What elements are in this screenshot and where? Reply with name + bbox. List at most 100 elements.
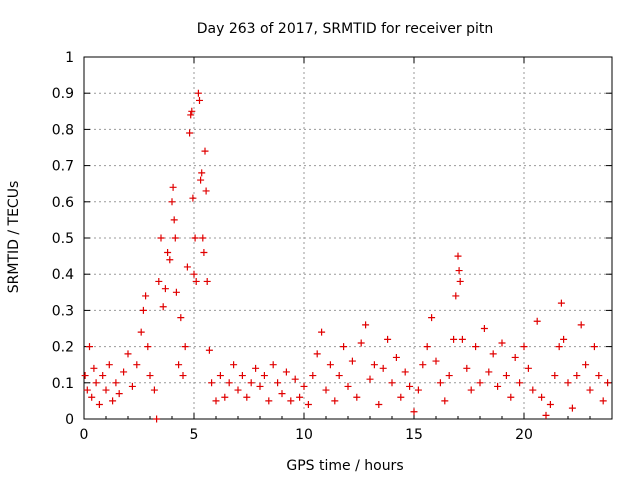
data-point — [128, 382, 136, 390]
data-point — [112, 379, 120, 387]
data-point — [366, 375, 374, 383]
data-point — [161, 285, 169, 293]
data-point — [194, 89, 202, 97]
data-point — [157, 234, 165, 242]
data-point — [410, 408, 418, 416]
data-point — [187, 111, 195, 119]
data-point — [388, 379, 396, 387]
data-point — [331, 397, 339, 405]
data-point — [115, 390, 123, 398]
data-point — [414, 386, 422, 394]
data-point — [472, 343, 480, 351]
data-point — [175, 361, 183, 369]
data-point — [166, 256, 174, 264]
data-point — [196, 96, 203, 104]
data-point — [86, 343, 93, 351]
data-point — [401, 368, 409, 376]
data-point — [604, 379, 612, 387]
data-point — [573, 372, 581, 380]
data-point — [202, 187, 210, 195]
data-point — [83, 386, 91, 394]
y-tick-label: 0.2 — [52, 340, 74, 356]
data-point — [287, 397, 295, 405]
data-point — [139, 306, 147, 314]
y-tick-label: 0.3 — [52, 303, 74, 319]
data-point — [498, 339, 506, 347]
data-point — [203, 277, 211, 285]
data-point — [441, 397, 449, 405]
y-tick-label: 0.7 — [52, 159, 74, 175]
data-point — [533, 317, 541, 325]
data-point — [340, 343, 348, 351]
data-point — [230, 361, 238, 369]
data-point — [450, 335, 458, 343]
data-point — [199, 234, 207, 242]
data-point — [555, 343, 563, 351]
data-point — [164, 248, 172, 256]
data-point — [256, 382, 264, 390]
data-point — [212, 397, 220, 405]
data-point — [309, 372, 317, 380]
data-point — [192, 277, 200, 285]
data-point — [225, 379, 233, 387]
data-point — [296, 393, 304, 401]
data-point — [252, 364, 260, 372]
data-point — [595, 372, 603, 380]
data-point — [186, 129, 194, 137]
y-tick-label: 0.4 — [52, 267, 74, 283]
data-point — [397, 393, 405, 401]
data-point — [428, 314, 436, 322]
data-point — [197, 176, 205, 184]
data-point — [221, 393, 229, 401]
y-tick-label: 0.1 — [52, 376, 74, 392]
data-point — [190, 270, 198, 278]
data-point — [81, 372, 89, 380]
x-tick-label: 10 — [295, 427, 313, 443]
data-point — [524, 364, 532, 372]
data-point — [538, 393, 546, 401]
data-point — [142, 292, 150, 300]
data-point — [423, 343, 431, 351]
data-point — [590, 343, 598, 351]
data-point — [375, 401, 383, 409]
data-point — [511, 353, 519, 361]
data-point — [300, 382, 308, 390]
x-tick-label: 5 — [190, 427, 199, 443]
data-point — [485, 368, 493, 376]
data-point — [274, 379, 282, 387]
data-point — [432, 357, 440, 365]
data-point — [188, 107, 196, 115]
data-point — [137, 328, 145, 336]
data-point — [436, 379, 444, 387]
data-point — [133, 361, 141, 369]
data-point — [476, 379, 484, 387]
data-point — [170, 216, 178, 224]
x-tick-label: 15 — [405, 427, 423, 443]
data-point — [201, 147, 209, 155]
data-point — [335, 372, 343, 380]
data-point — [109, 397, 117, 405]
data-point — [322, 386, 330, 394]
data-point — [234, 386, 242, 394]
data-point — [269, 361, 277, 369]
data-point — [183, 263, 191, 271]
data-point — [564, 379, 572, 387]
data-point — [406, 382, 414, 390]
data-point — [260, 372, 268, 380]
tick-labels-layer: 0 5 10 15 20 0 0.1 0.2 0.3 0.4 0.5 0.6 0.7 0.8 0.9 1 — [52, 50, 533, 443]
data-point — [243, 393, 251, 401]
data-point — [502, 372, 510, 380]
data-point — [124, 350, 132, 358]
data-point — [494, 382, 502, 390]
data-point — [150, 386, 158, 394]
data-point — [120, 368, 128, 376]
data-point — [454, 252, 462, 260]
data-point — [88, 393, 96, 401]
data-point — [155, 277, 163, 285]
data-point — [265, 397, 273, 405]
data-point — [172, 288, 180, 296]
chart-title: Day 263 of 2017, SRMTID for receiver pit… — [197, 21, 494, 37]
data-point — [177, 314, 185, 322]
data-point — [455, 267, 463, 275]
